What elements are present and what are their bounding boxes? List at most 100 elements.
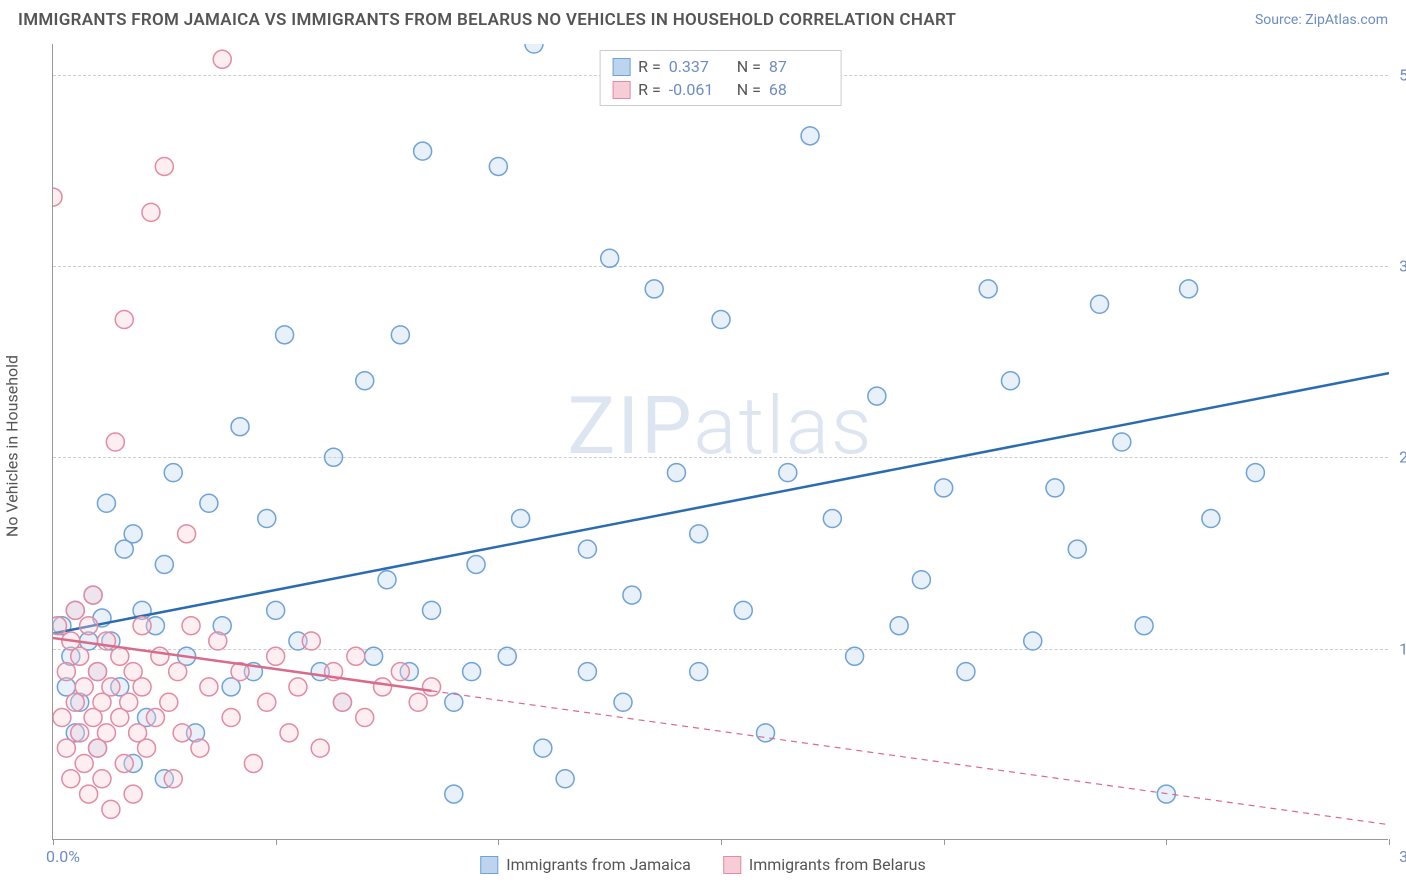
scatter-point <box>445 693 463 711</box>
legend-bottom-swatch-1 <box>723 856 741 874</box>
scatter-point <box>124 525 142 543</box>
scatter-point <box>823 510 841 528</box>
stat-N-val-1: 68 <box>769 80 829 99</box>
scatter-point <box>209 632 227 650</box>
chart-title: IMMIGRANTS FROM JAMAICA VS IMMIGRANTS FR… <box>18 10 956 30</box>
legend-swatch-0 <box>612 58 630 76</box>
ytick-label: 50.0% <box>1399 65 1406 84</box>
scatter-point <box>463 663 481 681</box>
scatter-point <box>164 770 182 788</box>
scatter-point <box>690 525 708 543</box>
legend-stats-row-0: R = 0.337 N = 87 <box>612 55 829 78</box>
scatter-point <box>276 326 294 344</box>
xtick <box>1389 839 1390 845</box>
scatter-point <box>1180 280 1198 298</box>
scatter-point <box>97 724 115 742</box>
scatter-point <box>71 724 89 742</box>
scatter-point <box>244 754 262 772</box>
chart-svg <box>53 44 1389 840</box>
scatter-point <box>423 601 441 619</box>
scatter-point <box>178 525 196 543</box>
scatter-point <box>1113 433 1131 451</box>
stat-R-label: R = <box>638 80 661 99</box>
scatter-point <box>84 586 102 604</box>
scatter-point <box>578 540 596 558</box>
scatter-point <box>267 647 285 665</box>
scatter-point <box>133 678 151 696</box>
scatter-point <box>231 418 249 436</box>
legend-bottom-item-0: Immigrants from Jamaica <box>480 855 691 874</box>
stat-R-val-1: -0.061 <box>669 80 729 99</box>
scatter-point <box>498 647 516 665</box>
stat-N-val-0: 87 <box>769 57 829 76</box>
scatter-point <box>757 724 775 742</box>
trend-line-dashed <box>432 691 1389 825</box>
scatter-point <box>71 647 89 665</box>
legend-bottom-item-1: Immigrants from Belarus <box>723 855 926 874</box>
scatter-point <box>1046 479 1064 497</box>
scatter-point <box>356 709 374 727</box>
scatter-point <box>512 510 530 528</box>
plot-area: ZIPatlas R = 0.337 N = 87 R = -0.061 N =… <box>52 44 1388 840</box>
xtick-label-max: 30.0% <box>1399 847 1406 866</box>
source-link[interactable]: Source: ZipAtlas.com <box>1255 12 1388 28</box>
legend-stats-row-1: R = -0.061 N = 68 <box>612 78 829 101</box>
scatter-point <box>645 280 663 298</box>
scatter-point <box>356 372 374 390</box>
scatter-point <box>200 678 218 696</box>
scatter-point <box>53 188 62 206</box>
scatter-point <box>1135 617 1153 635</box>
scatter-point <box>115 754 133 772</box>
ytick-label: 37.5% <box>1399 256 1406 275</box>
y-axis-label: No Vehicles in Household <box>3 355 22 537</box>
scatter-point <box>534 739 552 757</box>
scatter-point <box>169 663 187 681</box>
scatter-point <box>200 494 218 512</box>
legend-stats-box: R = 0.337 N = 87 R = -0.061 N = 68 <box>599 50 842 106</box>
scatter-point <box>164 464 182 482</box>
trend-line-solid <box>53 373 1389 633</box>
scatter-point <box>53 709 71 727</box>
ytick-label: 12.5% <box>1399 639 1406 658</box>
stat-R-val-0: 0.337 <box>669 57 729 76</box>
scatter-point <box>347 647 365 665</box>
scatter-point <box>801 127 819 145</box>
scatter-point <box>409 693 427 711</box>
scatter-point <box>102 800 120 818</box>
scatter-point <box>912 571 930 589</box>
scatter-point <box>142 203 160 221</box>
header-row: IMMIGRANTS FROM JAMAICA VS IMMIGRANTS FR… <box>0 0 1406 36</box>
scatter-point <box>391 663 409 681</box>
scatter-point <box>280 724 298 742</box>
scatter-point <box>525 44 543 53</box>
scatter-point <box>414 142 432 160</box>
scatter-point <box>467 555 485 573</box>
legend-bottom: Immigrants from Jamaica Immigrants from … <box>480 855 926 874</box>
scatter-point <box>80 617 98 635</box>
scatter-point <box>182 617 200 635</box>
scatter-point <box>890 617 908 635</box>
scatter-point <box>391 326 409 344</box>
xtick-label-min: 0.0% <box>46 847 80 866</box>
scatter-point <box>445 785 463 803</box>
scatter-point <box>1001 372 1019 390</box>
scatter-point <box>712 311 730 329</box>
scatter-point <box>75 678 93 696</box>
scatter-point <box>120 693 138 711</box>
scatter-point <box>57 663 75 681</box>
scatter-point <box>267 601 285 619</box>
scatter-point <box>62 770 80 788</box>
legend-swatch-1 <box>612 81 630 99</box>
scatter-point <box>690 663 708 681</box>
scatter-point <box>213 50 231 68</box>
scatter-point <box>311 739 329 757</box>
scatter-point <box>111 647 129 665</box>
scatter-point <box>80 785 98 803</box>
scatter-point <box>1091 295 1109 313</box>
scatter-point <box>957 663 975 681</box>
scatter-point <box>75 754 93 772</box>
scatter-point <box>160 693 178 711</box>
scatter-point <box>102 678 120 696</box>
scatter-point <box>578 663 596 681</box>
scatter-point <box>173 724 191 742</box>
